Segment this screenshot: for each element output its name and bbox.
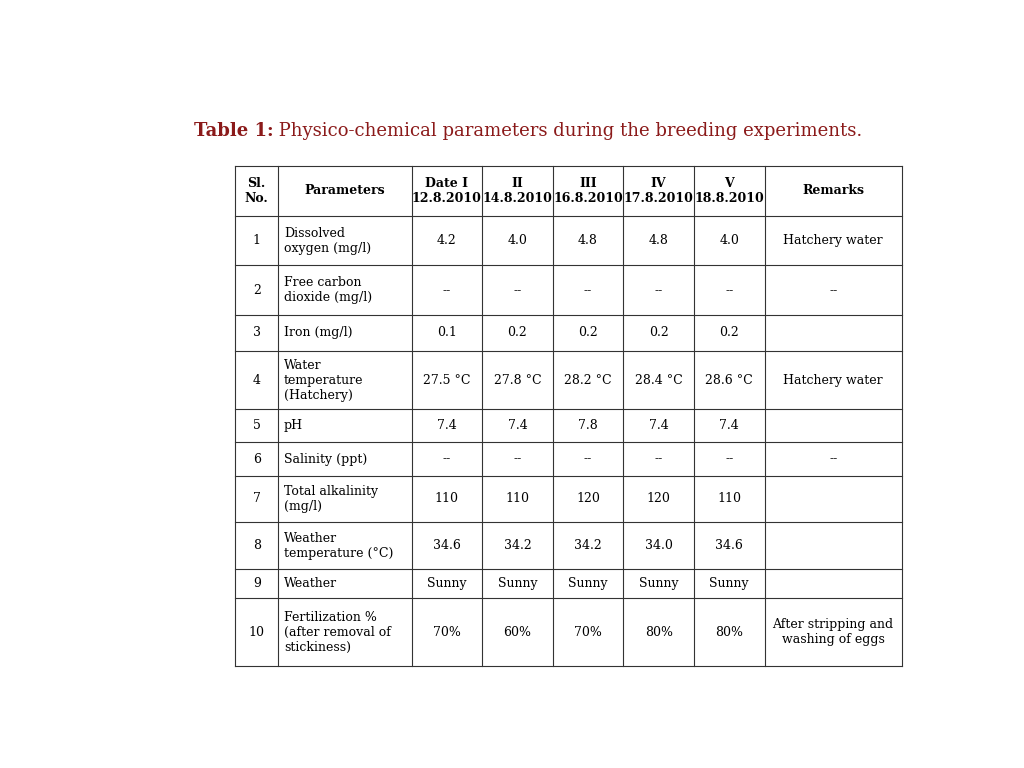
Text: 4.0: 4.0 <box>719 234 739 247</box>
Text: Remarks: Remarks <box>802 184 864 197</box>
Text: 0.1: 0.1 <box>437 326 457 339</box>
Text: Sunny: Sunny <box>639 578 679 591</box>
Text: --: -- <box>442 283 451 296</box>
Text: 5: 5 <box>253 419 261 432</box>
Text: 6: 6 <box>253 452 261 465</box>
Text: Free carbon
dioxide (mg/l): Free carbon dioxide (mg/l) <box>284 276 372 304</box>
Text: 4: 4 <box>253 373 261 386</box>
Text: 7.4: 7.4 <box>719 419 739 432</box>
Text: II
14.8.2010: II 14.8.2010 <box>482 177 552 205</box>
Text: 34.2: 34.2 <box>504 539 531 552</box>
Text: --: -- <box>725 452 733 465</box>
Text: III
16.8.2010: III 16.8.2010 <box>553 177 623 205</box>
Text: Salinity (ppt): Salinity (ppt) <box>284 452 367 465</box>
Text: Sunny: Sunny <box>498 578 538 591</box>
Text: 1: 1 <box>253 234 261 247</box>
Text: Sunny: Sunny <box>427 578 467 591</box>
Text: 70%: 70% <box>574 625 602 638</box>
Text: 4.0: 4.0 <box>508 234 527 247</box>
Text: --: -- <box>584 283 592 296</box>
Text: 27.5 °C: 27.5 °C <box>423 373 471 386</box>
Text: --: -- <box>513 283 521 296</box>
Text: 7: 7 <box>253 492 261 505</box>
Text: 4.2: 4.2 <box>437 234 457 247</box>
Text: 0.2: 0.2 <box>579 326 598 339</box>
Text: 0.2: 0.2 <box>508 326 527 339</box>
Text: 4.8: 4.8 <box>579 234 598 247</box>
Text: IV
17.8.2010: IV 17.8.2010 <box>624 177 693 205</box>
Text: 80%: 80% <box>715 625 743 638</box>
Text: Weather
temperature (°C): Weather temperature (°C) <box>284 532 393 560</box>
Text: --: -- <box>584 452 592 465</box>
Text: 28.2 °C: 28.2 °C <box>564 373 612 386</box>
Text: 3: 3 <box>253 326 261 339</box>
Text: 4.8: 4.8 <box>648 234 669 247</box>
Text: Iron (mg/l): Iron (mg/l) <box>284 326 352 339</box>
Text: Weather: Weather <box>284 578 337 591</box>
Text: 2: 2 <box>253 283 261 296</box>
Text: Sl.
No.: Sl. No. <box>245 177 268 205</box>
Text: --: -- <box>442 452 451 465</box>
Text: 10: 10 <box>249 625 264 638</box>
Text: 110: 110 <box>435 492 459 505</box>
Text: Hatchery water: Hatchery water <box>783 373 883 386</box>
Text: Dissolved
oxygen (mg/l): Dissolved oxygen (mg/l) <box>284 227 371 254</box>
Text: Water
temperature
(Hatchery): Water temperature (Hatchery) <box>284 359 364 402</box>
Text: Date I
12.8.2010: Date I 12.8.2010 <box>412 177 482 205</box>
Text: Hatchery water: Hatchery water <box>783 234 883 247</box>
Text: 70%: 70% <box>433 625 461 638</box>
Text: --: -- <box>513 452 521 465</box>
Text: V
18.8.2010: V 18.8.2010 <box>694 177 764 205</box>
Text: Sunny: Sunny <box>710 578 749 591</box>
Text: Parameters: Parameters <box>304 184 385 197</box>
Text: Sunny: Sunny <box>568 578 608 591</box>
Text: 0.2: 0.2 <box>719 326 739 339</box>
Text: 7.4: 7.4 <box>649 419 669 432</box>
Text: pH: pH <box>284 419 303 432</box>
Text: 27.8 °C: 27.8 °C <box>494 373 542 386</box>
Text: Total alkalinity
(mg/l): Total alkalinity (mg/l) <box>284 485 378 513</box>
Text: 28.6 °C: 28.6 °C <box>706 373 753 386</box>
Text: Physico-chemical parameters during the breeding experiments.: Physico-chemical parameters during the b… <box>273 121 863 140</box>
Text: Fertilization %
(after removal of
stickiness): Fertilization % (after removal of sticki… <box>284 611 391 654</box>
Text: 0.2: 0.2 <box>649 326 669 339</box>
Text: 34.2: 34.2 <box>574 539 602 552</box>
Text: 28.4 °C: 28.4 °C <box>635 373 683 386</box>
Text: 110: 110 <box>506 492 529 505</box>
Text: 7.8: 7.8 <box>579 419 598 432</box>
Text: Table 1:: Table 1: <box>194 121 273 140</box>
Text: 7.4: 7.4 <box>508 419 527 432</box>
Text: --: -- <box>829 283 838 296</box>
Text: --: -- <box>654 452 663 465</box>
Text: 120: 120 <box>647 492 671 505</box>
Text: 34.6: 34.6 <box>716 539 743 552</box>
Text: 80%: 80% <box>645 625 673 638</box>
Text: After stripping and
washing of eggs: After stripping and washing of eggs <box>772 618 894 646</box>
Text: 7.4: 7.4 <box>437 419 457 432</box>
Text: 34.0: 34.0 <box>645 539 673 552</box>
Text: 9: 9 <box>253 578 261 591</box>
Text: --: -- <box>654 283 663 296</box>
Text: 8: 8 <box>253 539 261 552</box>
Text: 120: 120 <box>577 492 600 505</box>
Text: --: -- <box>829 452 838 465</box>
Text: 60%: 60% <box>504 625 531 638</box>
Text: 34.6: 34.6 <box>433 539 461 552</box>
Text: --: -- <box>725 283 733 296</box>
Text: 110: 110 <box>717 492 741 505</box>
